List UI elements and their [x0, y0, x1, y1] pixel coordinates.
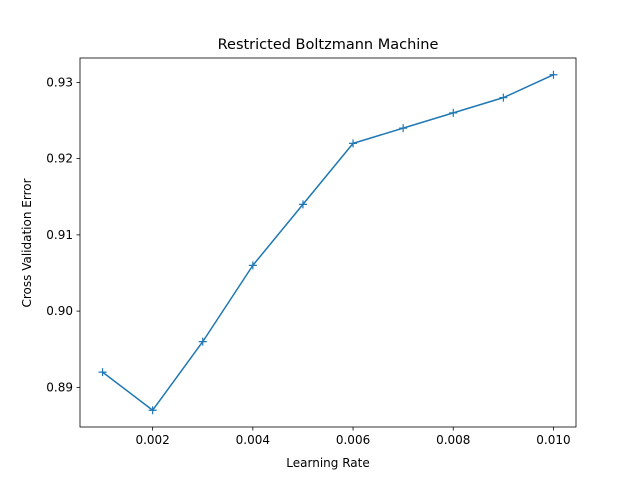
data-point-marker	[349, 139, 358, 148]
x-tick-label: 0.010	[536, 433, 570, 447]
data-point-marker	[549, 70, 558, 79]
data-point-marker	[449, 108, 458, 117]
chart-title: Restricted Boltzmann Machine	[218, 37, 439, 53]
y-tick-label: 0.92	[46, 152, 73, 166]
data-point-marker	[248, 261, 257, 270]
x-tick-label: 0.004	[236, 433, 270, 447]
data-point-marker	[399, 124, 408, 133]
y-tick-label: 0.89	[46, 380, 73, 394]
x-tick-label: 0.002	[135, 433, 169, 447]
series-line	[101, 73, 555, 411]
axes-frame	[79, 57, 577, 428]
x-tick-label: 0.008	[436, 433, 470, 447]
x-tick-label: 0.006	[336, 433, 370, 447]
y-tick-label: 0.91	[46, 228, 73, 242]
data-point-marker	[198, 337, 207, 346]
y-tick-label: 0.90	[46, 304, 73, 318]
data-point-marker	[499, 93, 508, 102]
plot-area: 0.002 0.004 0.006 0.008 0.010 0.89 0.90 0.91 0.9…	[46, 57, 577, 447]
data-point-marker	[98, 368, 107, 377]
y-axis-label: Cross Validation Error	[20, 178, 34, 307]
data-point-marker	[298, 200, 307, 209]
data-point-marker	[148, 406, 157, 415]
x-axis-label: Learning Rate	[286, 456, 369, 470]
y-tick-label: 0.93	[46, 75, 73, 89]
